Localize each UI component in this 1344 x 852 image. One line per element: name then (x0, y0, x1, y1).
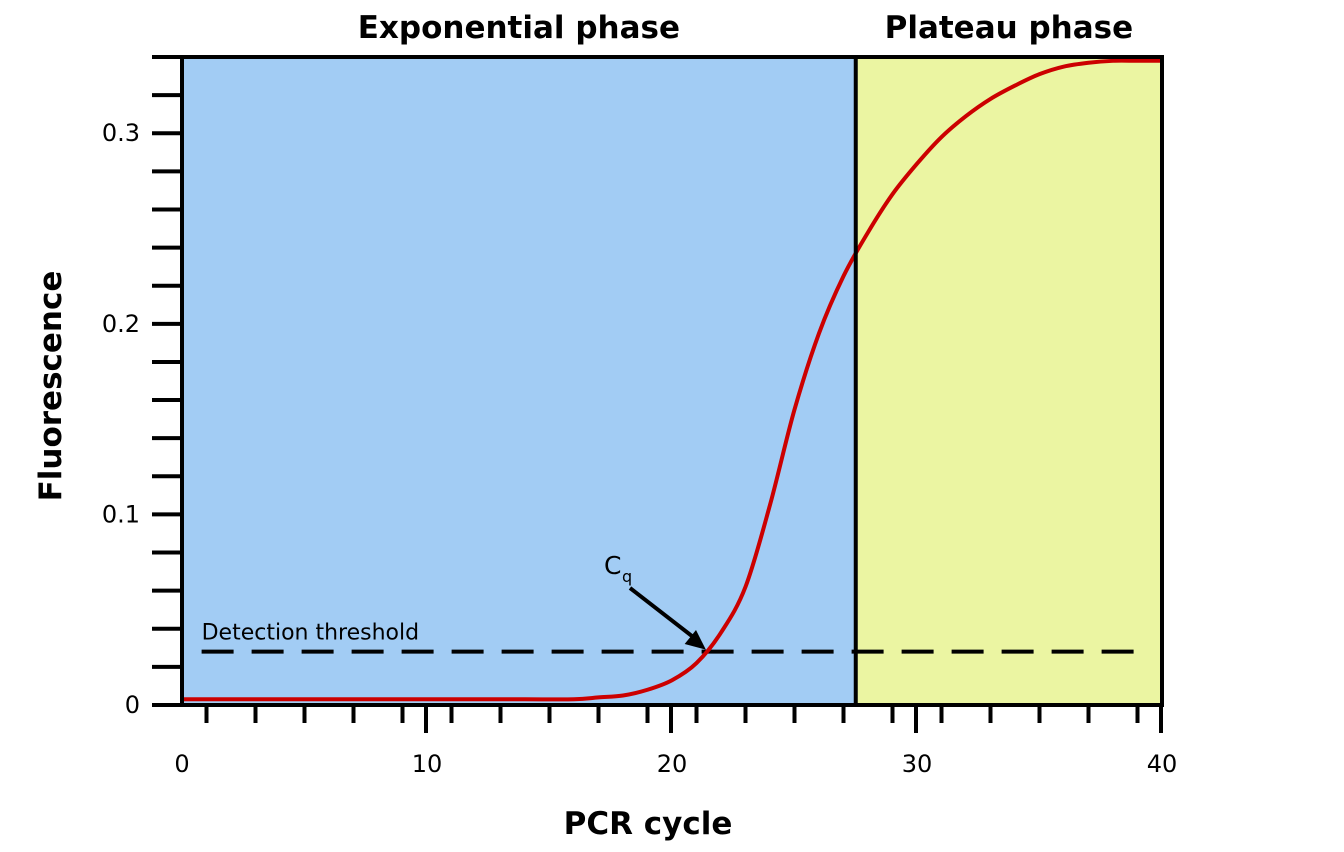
annotations: Detection threshold C q (202, 551, 706, 650)
axis-labels: Exponential phase Plateau phase 0 0.1 0.2 0.3… (33, 10, 1177, 842)
y-tick-label: 0 (125, 691, 140, 719)
y-tick-label: 0.1 (102, 500, 140, 528)
x-tick-label: 40 (1147, 750, 1178, 778)
x-tick-label: 20 (657, 750, 688, 778)
x-tick-label: 0 (174, 750, 189, 778)
y-tick-label: 0.3 (102, 119, 140, 147)
y-tick-label: 0.2 (102, 310, 140, 338)
amplification-curve-line (181, 58, 1163, 702)
series-layer (181, 58, 1163, 702)
cq-arrow-shaft (628, 586, 700, 643)
phase-regions (182, 57, 1162, 705)
x-tick-label: 10 (412, 750, 443, 778)
detection-threshold-label: Detection threshold (202, 621, 419, 646)
y-axis-title: Fluorescence (33, 271, 69, 502)
cq-label: C (604, 551, 621, 580)
phase-region-plateau (855, 57, 1162, 705)
phase-title-plateau: Plateau phase (885, 10, 1134, 46)
phase-region-exponential (182, 57, 856, 705)
cq-label-subscript: q (622, 567, 632, 586)
x-axis-title: PCR cycle (564, 806, 733, 842)
cq-arrow-head (684, 630, 706, 650)
axis-ticks (152, 55, 1163, 733)
phase-title-exponential: Exponential phase (358, 10, 680, 46)
x-tick-label: 30 (902, 750, 933, 778)
